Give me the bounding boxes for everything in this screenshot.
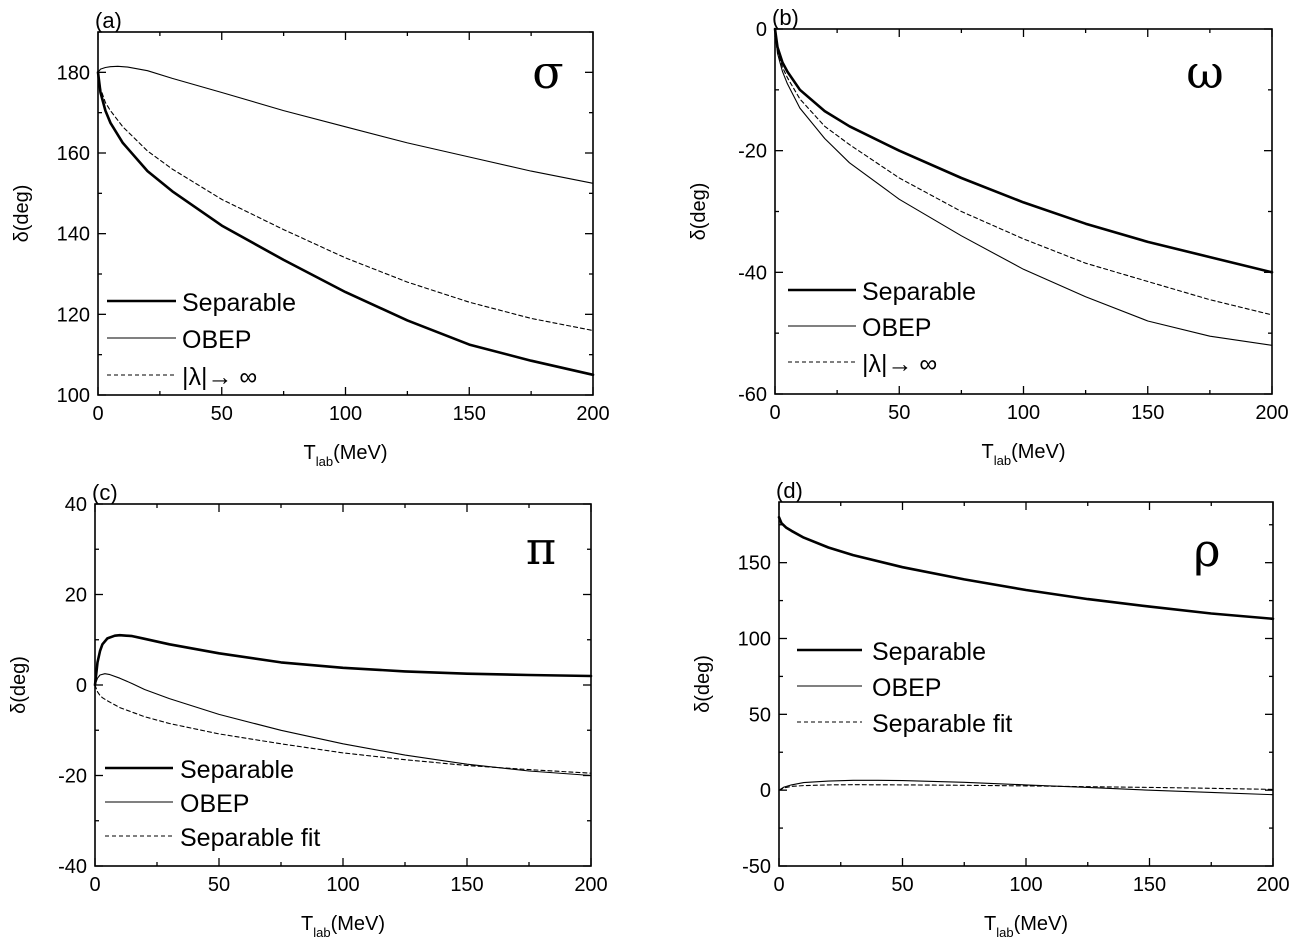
y-tick-label: -40 [738, 262, 767, 284]
y-tick-label: -50 [742, 856, 771, 878]
series-line-dashed [778, 784, 1274, 791]
series-line-thin [97, 65, 594, 184]
x-axis-label: Tlab(MeV) [303, 442, 387, 469]
x-axis-label: Tlab(MeV) [984, 913, 1068, 940]
series-line-dashed [774, 28, 1273, 316]
legend-entry: Separable fit [872, 710, 1012, 738]
series-line-thick [96, 71, 595, 377]
legend-entry: OBEP [872, 674, 941, 702]
x-tick-label: 50 [211, 403, 233, 425]
y-axis-label: δ(deg) [688, 183, 710, 241]
legend-entry: OBEP [862, 314, 931, 342]
meson-symbol: ω [1186, 45, 1224, 99]
y-tick-label: 20 [65, 585, 87, 607]
x-tick-label: 150 [450, 874, 483, 896]
series-line-thin [778, 779, 1274, 796]
y-tick-label: 160 [57, 143, 90, 165]
panel-label: (d) [776, 478, 803, 503]
y-axis-label: δ(deg) [692, 655, 714, 713]
x-tick-label: 200 [576, 403, 609, 425]
x-tick-label: 0 [769, 402, 780, 424]
legend-entry: OBEP [182, 326, 251, 354]
panel-label: (a) [95, 8, 122, 33]
plot-frame [97, 31, 594, 396]
panel-label: (b) [772, 5, 799, 30]
y-tick-label: -60 [738, 384, 767, 406]
panel-a: 0 50 100 150 200 100 120 140 160 180 δ(deg) Tlab(Me… [11, 8, 610, 469]
meson-symbol: σ [532, 45, 563, 99]
y-tick-label: 100 [738, 629, 771, 651]
y-tick-label: 40 [65, 494, 87, 516]
legend-entry: |λ|→ ∞ [862, 350, 937, 378]
x-tick-label: 100 [329, 403, 362, 425]
series-line-thin [774, 28, 1273, 346]
y-tick-label: -20 [58, 766, 87, 788]
x-tick-label: 50 [888, 402, 910, 424]
y-tick-label: 100 [57, 385, 90, 407]
y-tick-label: 120 [57, 304, 90, 326]
series-line-thin [94, 673, 592, 777]
y-tick-label: 50 [749, 704, 771, 726]
y-tick-label: -40 [58, 856, 87, 878]
x-tick-label: 200 [1256, 874, 1289, 896]
x-tick-label: 100 [1007, 402, 1040, 424]
panel-d: 0 50 100 150 200-50050100150δ(deg)Tlab(MeV)(… [692, 478, 1290, 940]
y-axis-label: δ(deg) [11, 185, 33, 243]
legend-entry: Separable fit [180, 824, 320, 852]
y-tick-label: 180 [57, 62, 90, 84]
y-tick-label: 150 [738, 553, 771, 575]
y-axis-label: δ(deg) [8, 656, 30, 714]
y-tick-label: 0 [756, 19, 767, 41]
x-tick-label: 100 [1009, 874, 1042, 896]
legend-entry: Separable [180, 756, 294, 784]
y-tick-label: 0 [76, 675, 87, 697]
y-tick-label: 0 [760, 780, 771, 802]
series-line-thick [777, 515, 1275, 621]
series-line-thick [773, 27, 1274, 274]
x-tick-label: 150 [1133, 874, 1166, 896]
legend-entry: Separable [872, 638, 986, 666]
y-tick-label: 140 [57, 224, 90, 246]
legend-entry: Separable [862, 278, 976, 306]
plot-frame [94, 503, 592, 867]
x-tick-label: 50 [891, 874, 913, 896]
x-tick-label: 200 [1255, 402, 1288, 424]
x-tick-label: 0 [92, 403, 103, 425]
y-tick-label: -20 [738, 141, 767, 163]
series-line-dashed [94, 684, 592, 774]
x-tick-label: 200 [574, 874, 607, 896]
x-tick-label: 0 [773, 874, 784, 896]
panel-c: 0 50 100 150 200 -40 -20 0 20 40 δ(deg) Tlab(MeV) (c… [8, 480, 608, 940]
panel-b: 0 50 100 150 200 -60 -40 -20 0 δ(deg) Tlab(MeV) (b)… [688, 5, 1289, 468]
panel-label: (c) [92, 480, 118, 505]
x-tick-label: 50 [208, 874, 230, 896]
meson-symbol: π [526, 521, 556, 575]
series-line-dashed [97, 71, 594, 332]
x-tick-label: 150 [453, 403, 486, 425]
legend-entry: |λ|→ ∞ [182, 363, 257, 391]
x-tick-label: 100 [326, 874, 359, 896]
x-axis-label: Tlab(MeV) [301, 913, 385, 940]
x-tick-label: 0 [89, 874, 100, 896]
meson-symbol: ρ [1193, 523, 1220, 577]
x-axis-label: Tlab(MeV) [981, 441, 1065, 468]
legend-entry: OBEP [180, 790, 249, 818]
x-tick-label: 150 [1131, 402, 1164, 424]
legend-entry: Separable [182, 289, 296, 317]
series-line-thick [93, 633, 593, 687]
